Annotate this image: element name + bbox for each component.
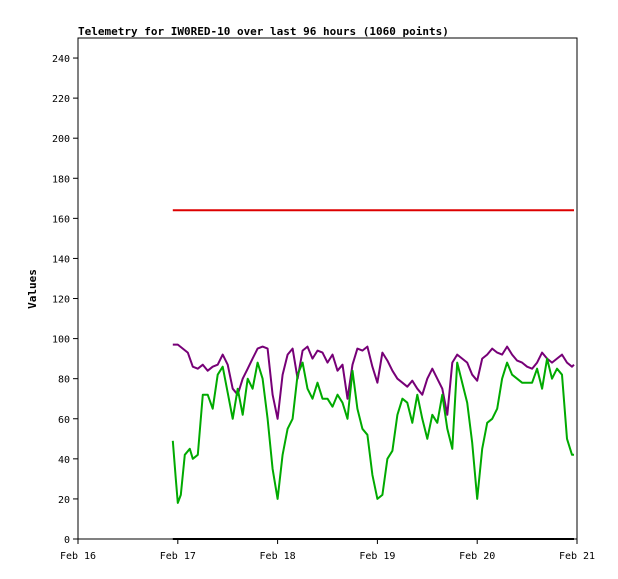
- chart-title: Telemetry for IW0RED-10 over last 96 hou…: [78, 25, 449, 38]
- x-tick-label: Feb 16: [60, 551, 96, 562]
- y-axis: 0 20 40 60 80 100 120 140 160 180 200 220 240: [52, 54, 78, 546]
- series-lines: [171, 209, 575, 540]
- y-tick-label: 140: [52, 254, 70, 265]
- y-tick-label: 220: [52, 94, 70, 105]
- y-tick-label: 240: [52, 54, 70, 65]
- plot-frame: [77, 37, 578, 540]
- y-tick-label: 120: [52, 295, 70, 306]
- x-tick-label: Feb 18: [260, 551, 296, 562]
- y-axis-label: Values: [26, 269, 39, 309]
- y-tick-label: 160: [52, 214, 70, 225]
- y-tick-label: 180: [52, 174, 70, 185]
- y-tick-label: 200: [52, 134, 70, 145]
- series-line-3: [172, 343, 575, 420]
- y-tick-label: 20: [58, 495, 70, 506]
- y-tick-label: 60: [58, 415, 70, 426]
- x-tick-label: Feb 19: [359, 551, 395, 562]
- x-tick-label: Feb 21: [559, 551, 595, 562]
- y-tick-label: 80: [58, 375, 70, 386]
- y-tick-label: 40: [58, 455, 70, 466]
- series-line-4: [171, 357, 574, 504]
- y-tick-label: 0: [64, 535, 70, 546]
- x-axis: Feb 16 Feb 17 Feb 18 Feb 19 Feb 20 Feb 21: [60, 539, 595, 562]
- x-tick-label: Feb 20: [459, 551, 495, 562]
- y-tick-label: 100: [52, 335, 70, 346]
- x-tick-label: Feb 17: [160, 551, 196, 562]
